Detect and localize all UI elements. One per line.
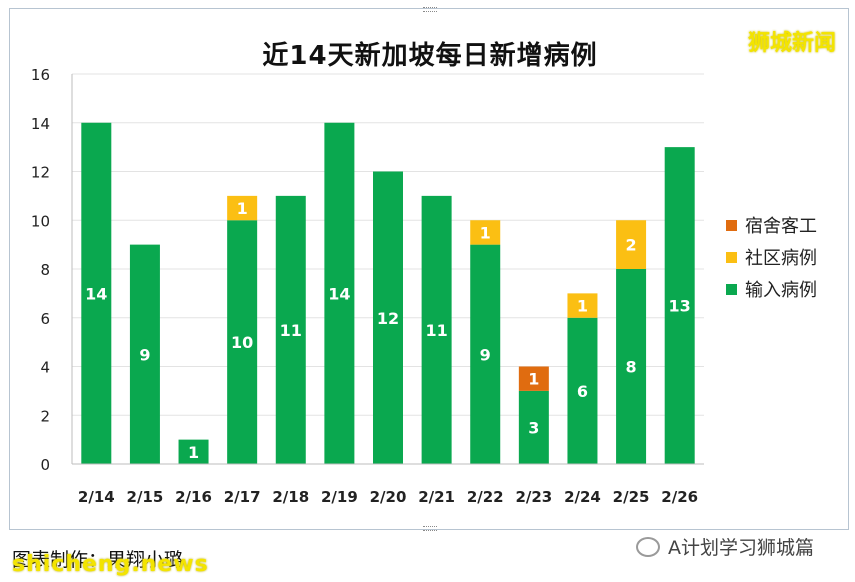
data-label: 9: [139, 345, 150, 364]
y-tick-label: 4: [40, 359, 50, 377]
chart-frame: 近14天新加坡每日新增病例 狮城新闻 14 9 1 10 1 11 14 12 11 9 1 3 1 6 1…: [9, 7, 849, 531]
x-tick-label: 2/21: [418, 488, 455, 506]
wechat-badge: A计划学习狮城篇: [636, 533, 814, 560]
bar-segment: [518, 366, 549, 391]
y-tick-label: 0: [40, 456, 50, 474]
legend-swatch: [726, 219, 737, 231]
watermark-logo: 狮城新闻: [747, 31, 836, 56]
legend-item: 输入病例: [726, 273, 817, 305]
legend-item: 社区病例: [726, 241, 817, 273]
x-tick-label: 2/24: [564, 488, 601, 506]
bar-segment: [616, 220, 647, 269]
x-tick-label: 2/18: [272, 488, 309, 506]
bar-segment: [178, 439, 209, 464]
chart-title: 近14天新加坡每日新增病例: [262, 41, 598, 71]
x-tick-label: 2/23: [515, 488, 552, 506]
legend-label: 输入病例: [745, 280, 817, 301]
site-watermark: shicheng.news: [12, 552, 209, 577]
data-label: 11: [425, 321, 447, 340]
y-tick-label: 10: [31, 212, 50, 230]
data-label: 1: [480, 223, 491, 242]
bar-segment: [373, 171, 403, 464]
data-label: 13: [669, 297, 691, 316]
data-label: 9: [480, 345, 491, 364]
data-label: 14: [328, 284, 350, 303]
y-tick-label: 12: [31, 164, 50, 182]
wechat-label: A计划学习狮城篇: [668, 537, 814, 559]
x-tick-label: 2/14: [78, 488, 115, 506]
legend-swatch: [726, 283, 737, 295]
data-label: 10: [231, 333, 253, 352]
data-label: 6: [577, 382, 588, 401]
data-label: 1: [528, 370, 539, 389]
x-tick-label: 2/17: [224, 488, 261, 506]
bar-segment: [421, 195, 452, 464]
y-tick-label: 6: [40, 310, 50, 328]
x-tick-label: 2/16: [175, 488, 212, 506]
bar-segment: [567, 317, 598, 464]
x-tick-label: 2/25: [613, 488, 650, 506]
bar-segment: [81, 122, 112, 464]
bar-segment: [616, 269, 647, 464]
bar-segment: [227, 195, 258, 221]
bar-segment: [518, 390, 549, 464]
y-tick-label: 16: [31, 66, 50, 84]
data-label: 2: [626, 236, 637, 255]
resize-handle-top[interactable]: [423, 7, 437, 12]
data-label: 1: [188, 443, 199, 462]
bar-segment: [129, 244, 160, 464]
x-tick-label: 2/26: [661, 488, 698, 506]
chart-caption: 图表制作：果翔小璐: [12, 549, 184, 571]
y-tick-label: 14: [31, 115, 50, 133]
bar-segment: [470, 220, 501, 245]
data-label: 1: [237, 199, 248, 218]
legend-label: 社区病例: [745, 248, 817, 269]
bar-segment: [664, 147, 695, 464]
x-tick-label: 2/22: [467, 488, 504, 506]
data-label: 1: [577, 297, 588, 316]
data-label: 8: [626, 358, 637, 377]
bar-segment: [324, 122, 355, 464]
bar-segment: [227, 220, 258, 464]
data-label: 11: [280, 321, 302, 340]
legend-item: 宿舍客工: [726, 209, 817, 241]
bar-segment: [275, 195, 306, 464]
resize-handle-bottom[interactable]: [423, 526, 437, 531]
legend-label: 宿舍客工: [745, 216, 817, 237]
legend-swatch: [726, 251, 737, 263]
chart-legend: 宿舍客工社区病例输入病例: [726, 209, 817, 305]
bar-segment: [470, 244, 501, 464]
data-label: 12: [377, 309, 399, 328]
x-tick-label: 2/15: [127, 488, 164, 506]
x-tick-label: 2/19: [321, 488, 358, 506]
wechat-icon: [636, 536, 660, 557]
y-tick-label: 2: [40, 407, 50, 425]
y-tick-label: 8: [40, 261, 50, 279]
x-tick-label: 2/20: [370, 488, 407, 506]
data-label: 3: [528, 418, 539, 437]
data-label: 14: [85, 284, 107, 303]
bar-segment: [567, 293, 598, 318]
